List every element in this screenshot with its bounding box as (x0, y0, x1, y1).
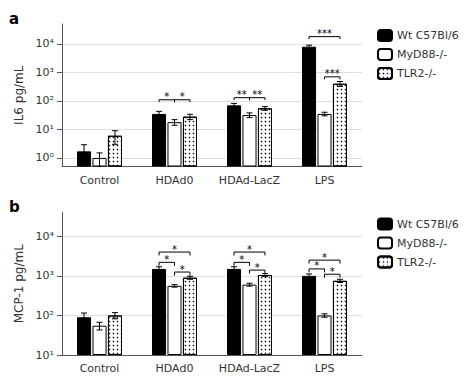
svg-text:10²: 10² (36, 309, 54, 322)
svg-text:MyD88-/-: MyD88-/- (397, 48, 447, 61)
svg-text:10³: 10³ (36, 66, 54, 79)
svg-text:*: * (330, 266, 335, 277)
svg-text:10⁴: 10⁴ (36, 230, 55, 243)
svg-text:HDAd-LacZ: HDAd-LacZ (219, 362, 281, 375)
svg-text:*: * (314, 260, 319, 271)
svg-text:**: ** (252, 89, 262, 100)
svg-text:*: * (172, 244, 177, 255)
svg-text:***: *** (317, 28, 332, 39)
svg-text:*: * (247, 244, 252, 255)
svg-text:Wt C57Bl/6: Wt C57Bl/6 (397, 218, 459, 231)
svg-text:*: * (164, 91, 169, 102)
svg-text:**: ** (237, 89, 247, 100)
svg-text:10⁴: 10⁴ (36, 37, 55, 50)
svg-text:MCP-1 pg/mL: MCP-1 pg/mL (12, 244, 26, 323)
svg-text:LPS: LPS (315, 174, 335, 187)
svg-text:TLR2-/-: TLR2-/- (396, 67, 436, 80)
svg-text:*: * (180, 264, 185, 275)
svg-text:HDAd0: HDAd0 (156, 362, 194, 375)
svg-text:*: * (164, 254, 169, 265)
svg-text:10³: 10³ (36, 269, 54, 282)
svg-text:IL6 pg/mL: IL6 pg/mL (12, 65, 26, 125)
svg-text:a: a (9, 10, 19, 28)
svg-text:b: b (9, 198, 20, 216)
svg-text:*: * (255, 262, 260, 273)
svg-text:*: * (322, 252, 327, 263)
svg-text:10²: 10² (36, 94, 54, 107)
svg-text:HDAd-LacZ: HDAd-LacZ (219, 174, 281, 187)
svg-text:*: * (239, 254, 244, 265)
svg-text:10¹: 10¹ (36, 349, 54, 362)
svg-text:10¹: 10¹ (36, 123, 54, 136)
svg-text:MyD88-/-: MyD88-/- (397, 237, 447, 250)
svg-text:HDAd0: HDAd0 (156, 174, 194, 187)
svg-text:Control: Control (80, 174, 120, 187)
svg-text:LPS: LPS (315, 362, 335, 375)
svg-text:Control: Control (80, 362, 120, 375)
svg-text:TLR2-/-: TLR2-/- (396, 256, 436, 269)
svg-text:*: * (180, 91, 185, 102)
svg-text:***: *** (325, 68, 340, 79)
svg-text:Wt C57Bl/6: Wt C57Bl/6 (397, 29, 459, 42)
svg-text:10⁰: 10⁰ (36, 151, 55, 164)
